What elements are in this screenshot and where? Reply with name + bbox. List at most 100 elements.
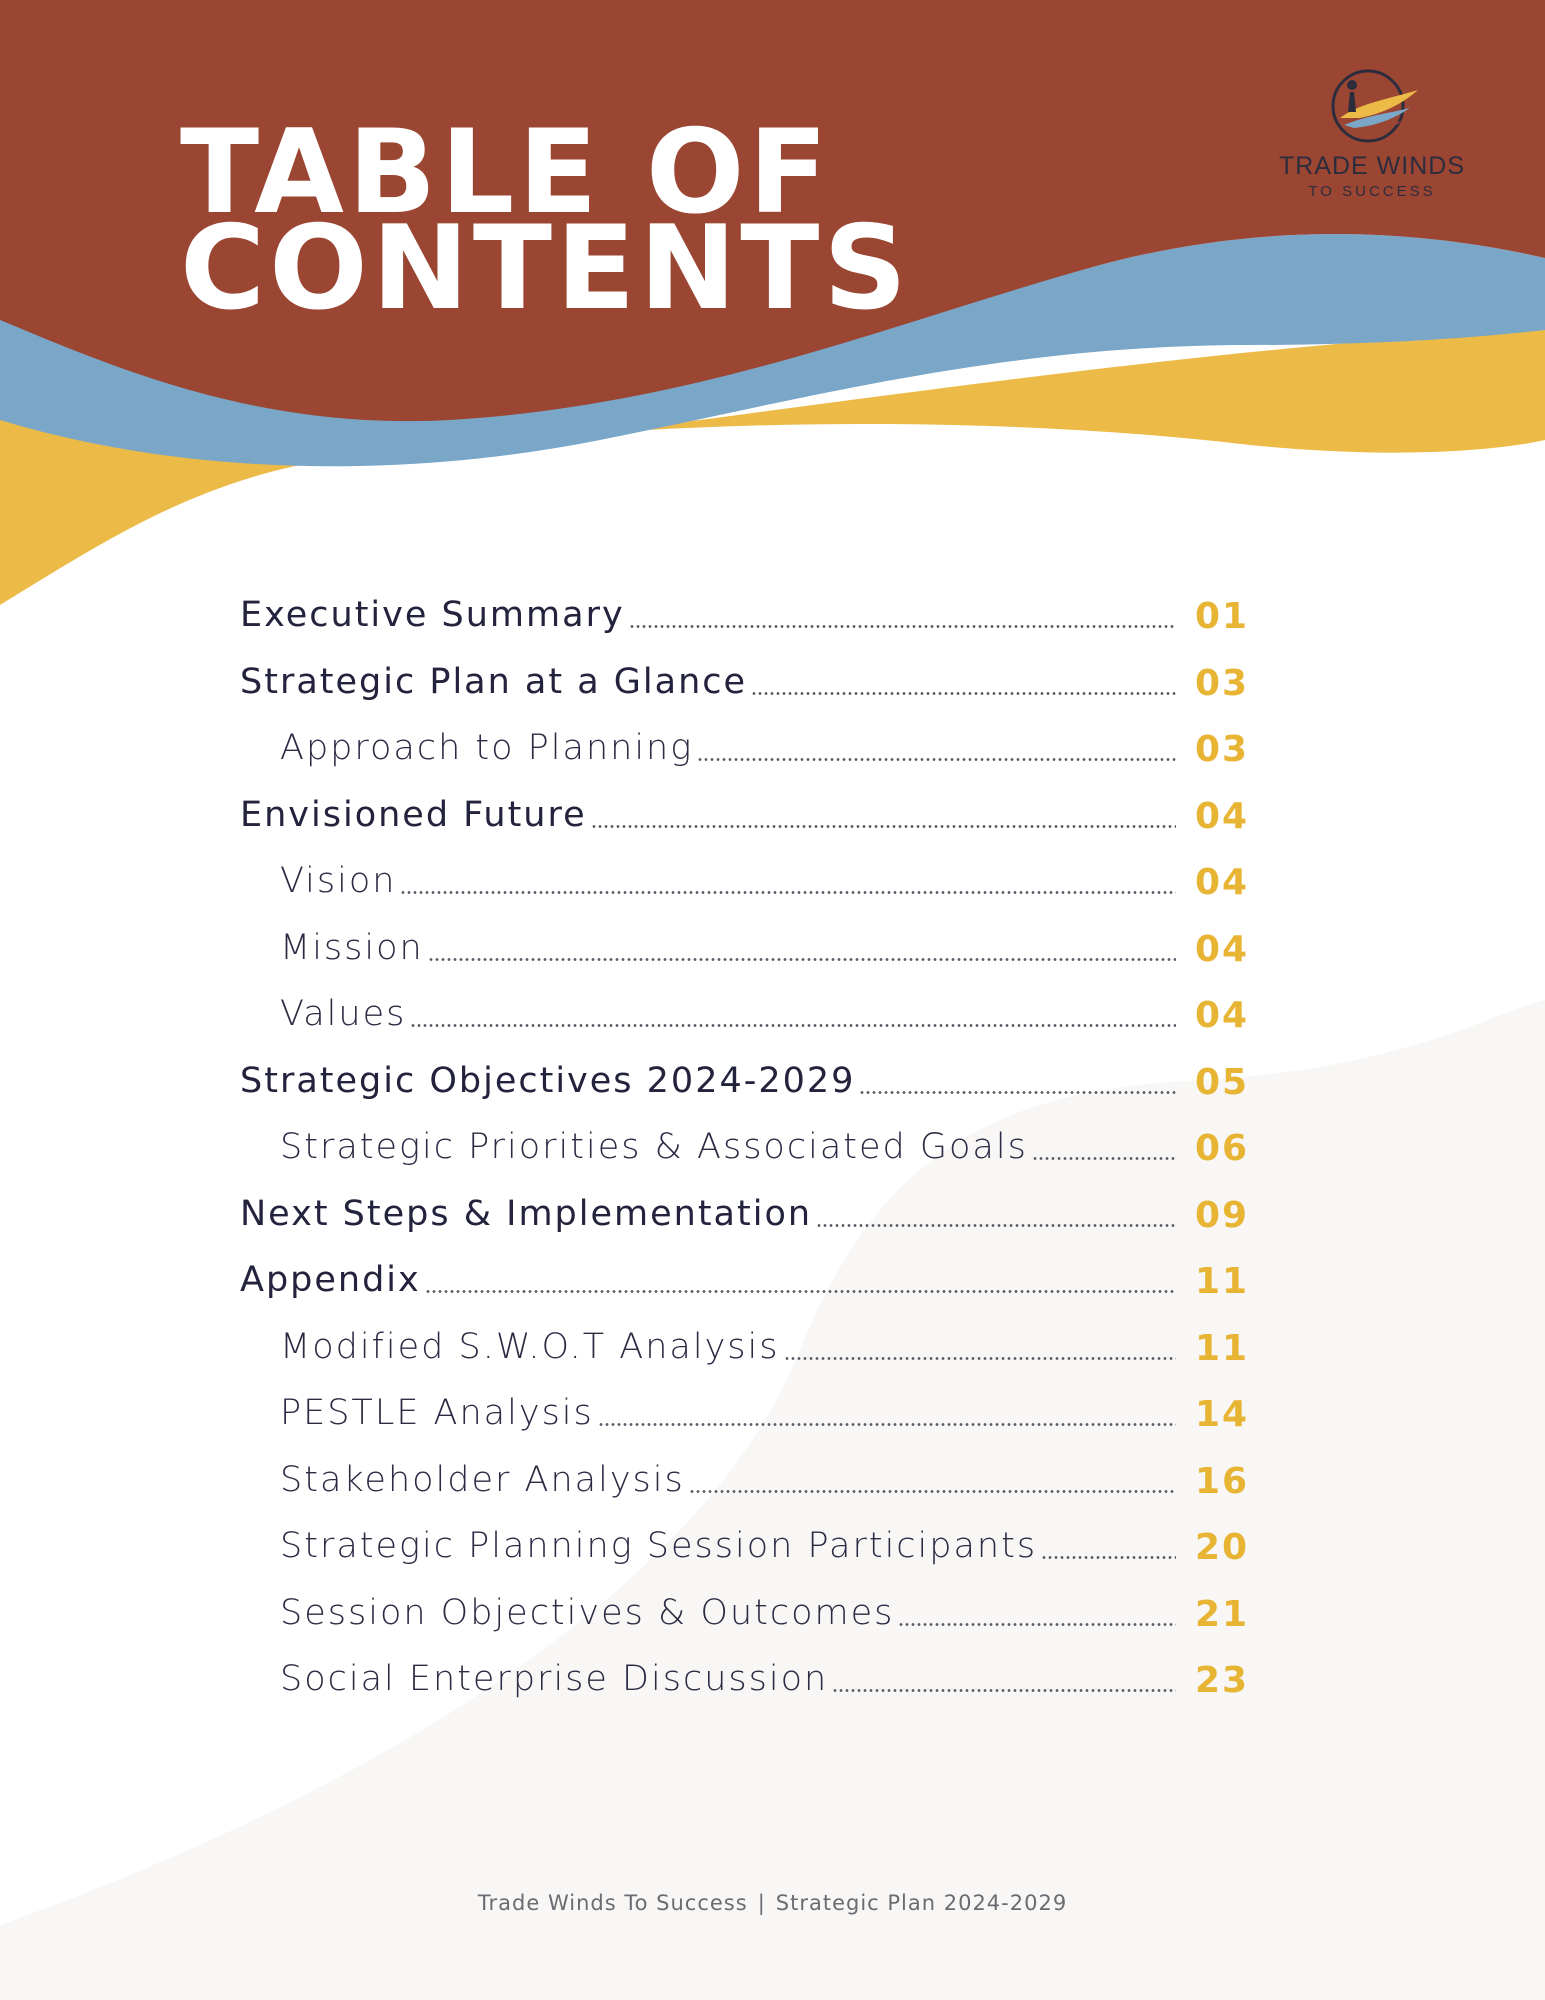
- toc-entry[interactable]: Social Enterprise Discussion 23: [240, 1654, 1250, 1721]
- dot-leader: [751, 691, 1176, 695]
- table-of-contents: Executive Summary 01 Strategic Plan at a G…: [240, 590, 1250, 1721]
- toc-entry[interactable]: Modified S.W.O.T Analysis 11: [240, 1322, 1250, 1389]
- dot-leader: [1041, 1556, 1176, 1559]
- toc-label: Modified S.W.O.T Analysis: [280, 1326, 780, 1367]
- toc-entry[interactable]: PESTLE Analysis 14: [240, 1388, 1250, 1455]
- toc-page-number: 04: [1195, 995, 1250, 1036]
- toc-label: Strategic Objectives 2024-2029: [240, 1060, 856, 1101]
- toc-entry[interactable]: Mission 04: [240, 923, 1250, 990]
- toc-entry-text: Values: [240, 989, 1178, 1039]
- toc-entry[interactable]: Strategic Objectives 2024-2029 05: [240, 1056, 1250, 1123]
- toc-page-number: 16: [1195, 1460, 1250, 1502]
- logo-name: TRADE WINDS: [1279, 152, 1465, 180]
- dot-leader: [424, 1290, 1176, 1293]
- toc-entry-text: Strategic Objectives 2024-2029: [240, 1056, 1178, 1106]
- title-line-1: TABLE OF: [180, 105, 832, 240]
- toc-entry-text: Executive Summary: [240, 590, 1178, 640]
- toc-page-number: 05: [1195, 1061, 1250, 1103]
- page-title: TABLE OF CONTENTS: [180, 105, 911, 336]
- toc-entry-text: Strategic Planning Session Participants: [240, 1521, 1178, 1571]
- toc-entry[interactable]: Session Objectives & Outcomes 21: [240, 1588, 1250, 1655]
- toc-entry-text: Modified S.W.O.T Analysis: [240, 1322, 1178, 1372]
- toc-page-number: 03: [1195, 662, 1250, 704]
- toc-entry-text: Envisioned Future: [240, 790, 1178, 840]
- toc-entry[interactable]: Values 04: [240, 989, 1250, 1056]
- toc-label: Session Objectives & Outcomes: [280, 1592, 895, 1633]
- toc-entry-text: Strategic Plan at a Glance: [240, 657, 1178, 707]
- toc-entry[interactable]: Envisioned Future 04: [240, 790, 1250, 857]
- light-gray-wave: [0, 1000, 1545, 2000]
- toc-page-number: 04: [1195, 795, 1250, 837]
- toc-label: Vision: [280, 861, 397, 901]
- toc-entry-text: Strategic Priorities & Associated Goals: [240, 1122, 1178, 1172]
- toc-entry[interactable]: Next Steps & Implementation 09: [240, 1189, 1250, 1256]
- toc-label: Approach to Planning: [280, 728, 694, 768]
- logo-tagline: TO SUCCESS: [1308, 183, 1436, 200]
- toc-label: Social Enterprise Discussion: [280, 1659, 829, 1699]
- title-line-2: CONTENTS: [180, 201, 911, 336]
- rust-header: [0, 0, 1545, 422]
- toc-entry-text: Appendix: [240, 1255, 1178, 1305]
- toc-label: Executive Summary: [240, 595, 625, 635]
- dot-leader: [590, 824, 1176, 828]
- toc-page-number: 04: [1195, 862, 1250, 903]
- dot-leader: [688, 1489, 1176, 1493]
- dot-leader: [898, 1622, 1176, 1626]
- dot-leader: [832, 1689, 1176, 1692]
- toc-entry[interactable]: Appendix 11: [240, 1255, 1250, 1322]
- toc-label: Strategic Planning Session Participants: [280, 1526, 1038, 1566]
- dot-leader: [410, 1024, 1176, 1027]
- dot-leader: [1031, 1157, 1176, 1160]
- toc-label: PESTLE Analysis: [280, 1393, 594, 1433]
- toc-label: Envisioned Future: [240, 794, 587, 835]
- toc-entry[interactable]: Strategic Planning Session Participants 2…: [240, 1521, 1250, 1588]
- toc-page-number: 23: [1195, 1660, 1250, 1701]
- toc-page-number: 14: [1195, 1394, 1250, 1435]
- dot-leader: [400, 891, 1176, 894]
- dot-leader: [427, 957, 1176, 961]
- toc-entry-text: Session Objectives & Outcomes: [240, 1588, 1178, 1638]
- toc-page-number: 11: [1195, 1327, 1250, 1369]
- trade-winds-logo-icon: [1331, 69, 1418, 143]
- toc-entry[interactable]: Stakeholder Analysis 16: [240, 1455, 1250, 1522]
- dot-leader: [697, 758, 1176, 761]
- gold-wave: [0, 330, 1545, 605]
- footer-org: Trade Winds To Success: [477, 1891, 748, 1915]
- toc-label: Stakeholder Analysis: [280, 1459, 685, 1500]
- toc-entry-text: Stakeholder Analysis: [240, 1455, 1178, 1505]
- footer-doc: Strategic Plan 2024-2029: [775, 1891, 1068, 1915]
- toc-page-number: 11: [1195, 1261, 1250, 1302]
- toc-page-number: 01: [1195, 596, 1250, 637]
- dot-leader: [816, 1223, 1176, 1227]
- dot-leader: [859, 1090, 1176, 1094]
- toc-label: Strategic Plan at a Glance: [240, 661, 748, 702]
- toc-page-number: 21: [1195, 1593, 1250, 1635]
- toc-label: Appendix: [240, 1260, 421, 1300]
- logo: TRADE WINDS TO SUCCESS: [1262, 68, 1482, 208]
- toc-page-number: 09: [1195, 1194, 1250, 1236]
- footer-separator: |: [757, 1891, 766, 1915]
- toc-entry[interactable]: Executive Summary 01: [240, 590, 1250, 657]
- toc-entry[interactable]: Vision 04: [240, 856, 1250, 923]
- toc-label: Next Steps & Implementation: [240, 1193, 813, 1234]
- toc-entry-text: Mission: [240, 923, 1178, 973]
- toc-page-number: 03: [1195, 729, 1250, 770]
- dot-leader: [628, 625, 1176, 628]
- toc-entry[interactable]: Strategic Priorities & Associated Goals 0…: [240, 1122, 1250, 1189]
- dot-leader: [597, 1423, 1176, 1426]
- toc-entry[interactable]: Strategic Plan at a Glance 03: [240, 657, 1250, 724]
- toc-label: Strategic Priorities & Associated Goals: [280, 1127, 1028, 1167]
- toc-page-number: 20: [1195, 1527, 1250, 1568]
- footer: Trade Winds To Success | Strategic Plan 20…: [0, 1891, 1545, 1915]
- toc-entry-text: Approach to Planning: [240, 723, 1178, 773]
- toc-label: Mission: [280, 927, 424, 968]
- toc-entry-text: PESTLE Analysis: [240, 1388, 1178, 1438]
- toc-page-number: 06: [1195, 1128, 1250, 1169]
- toc-entry[interactable]: Approach to Planning 03: [240, 723, 1250, 790]
- toc-entry-text: Vision: [240, 856, 1178, 906]
- toc-label: Values: [280, 994, 407, 1034]
- dot-leader: [783, 1356, 1176, 1360]
- toc-entry-text: Social Enterprise Discussion: [240, 1654, 1178, 1704]
